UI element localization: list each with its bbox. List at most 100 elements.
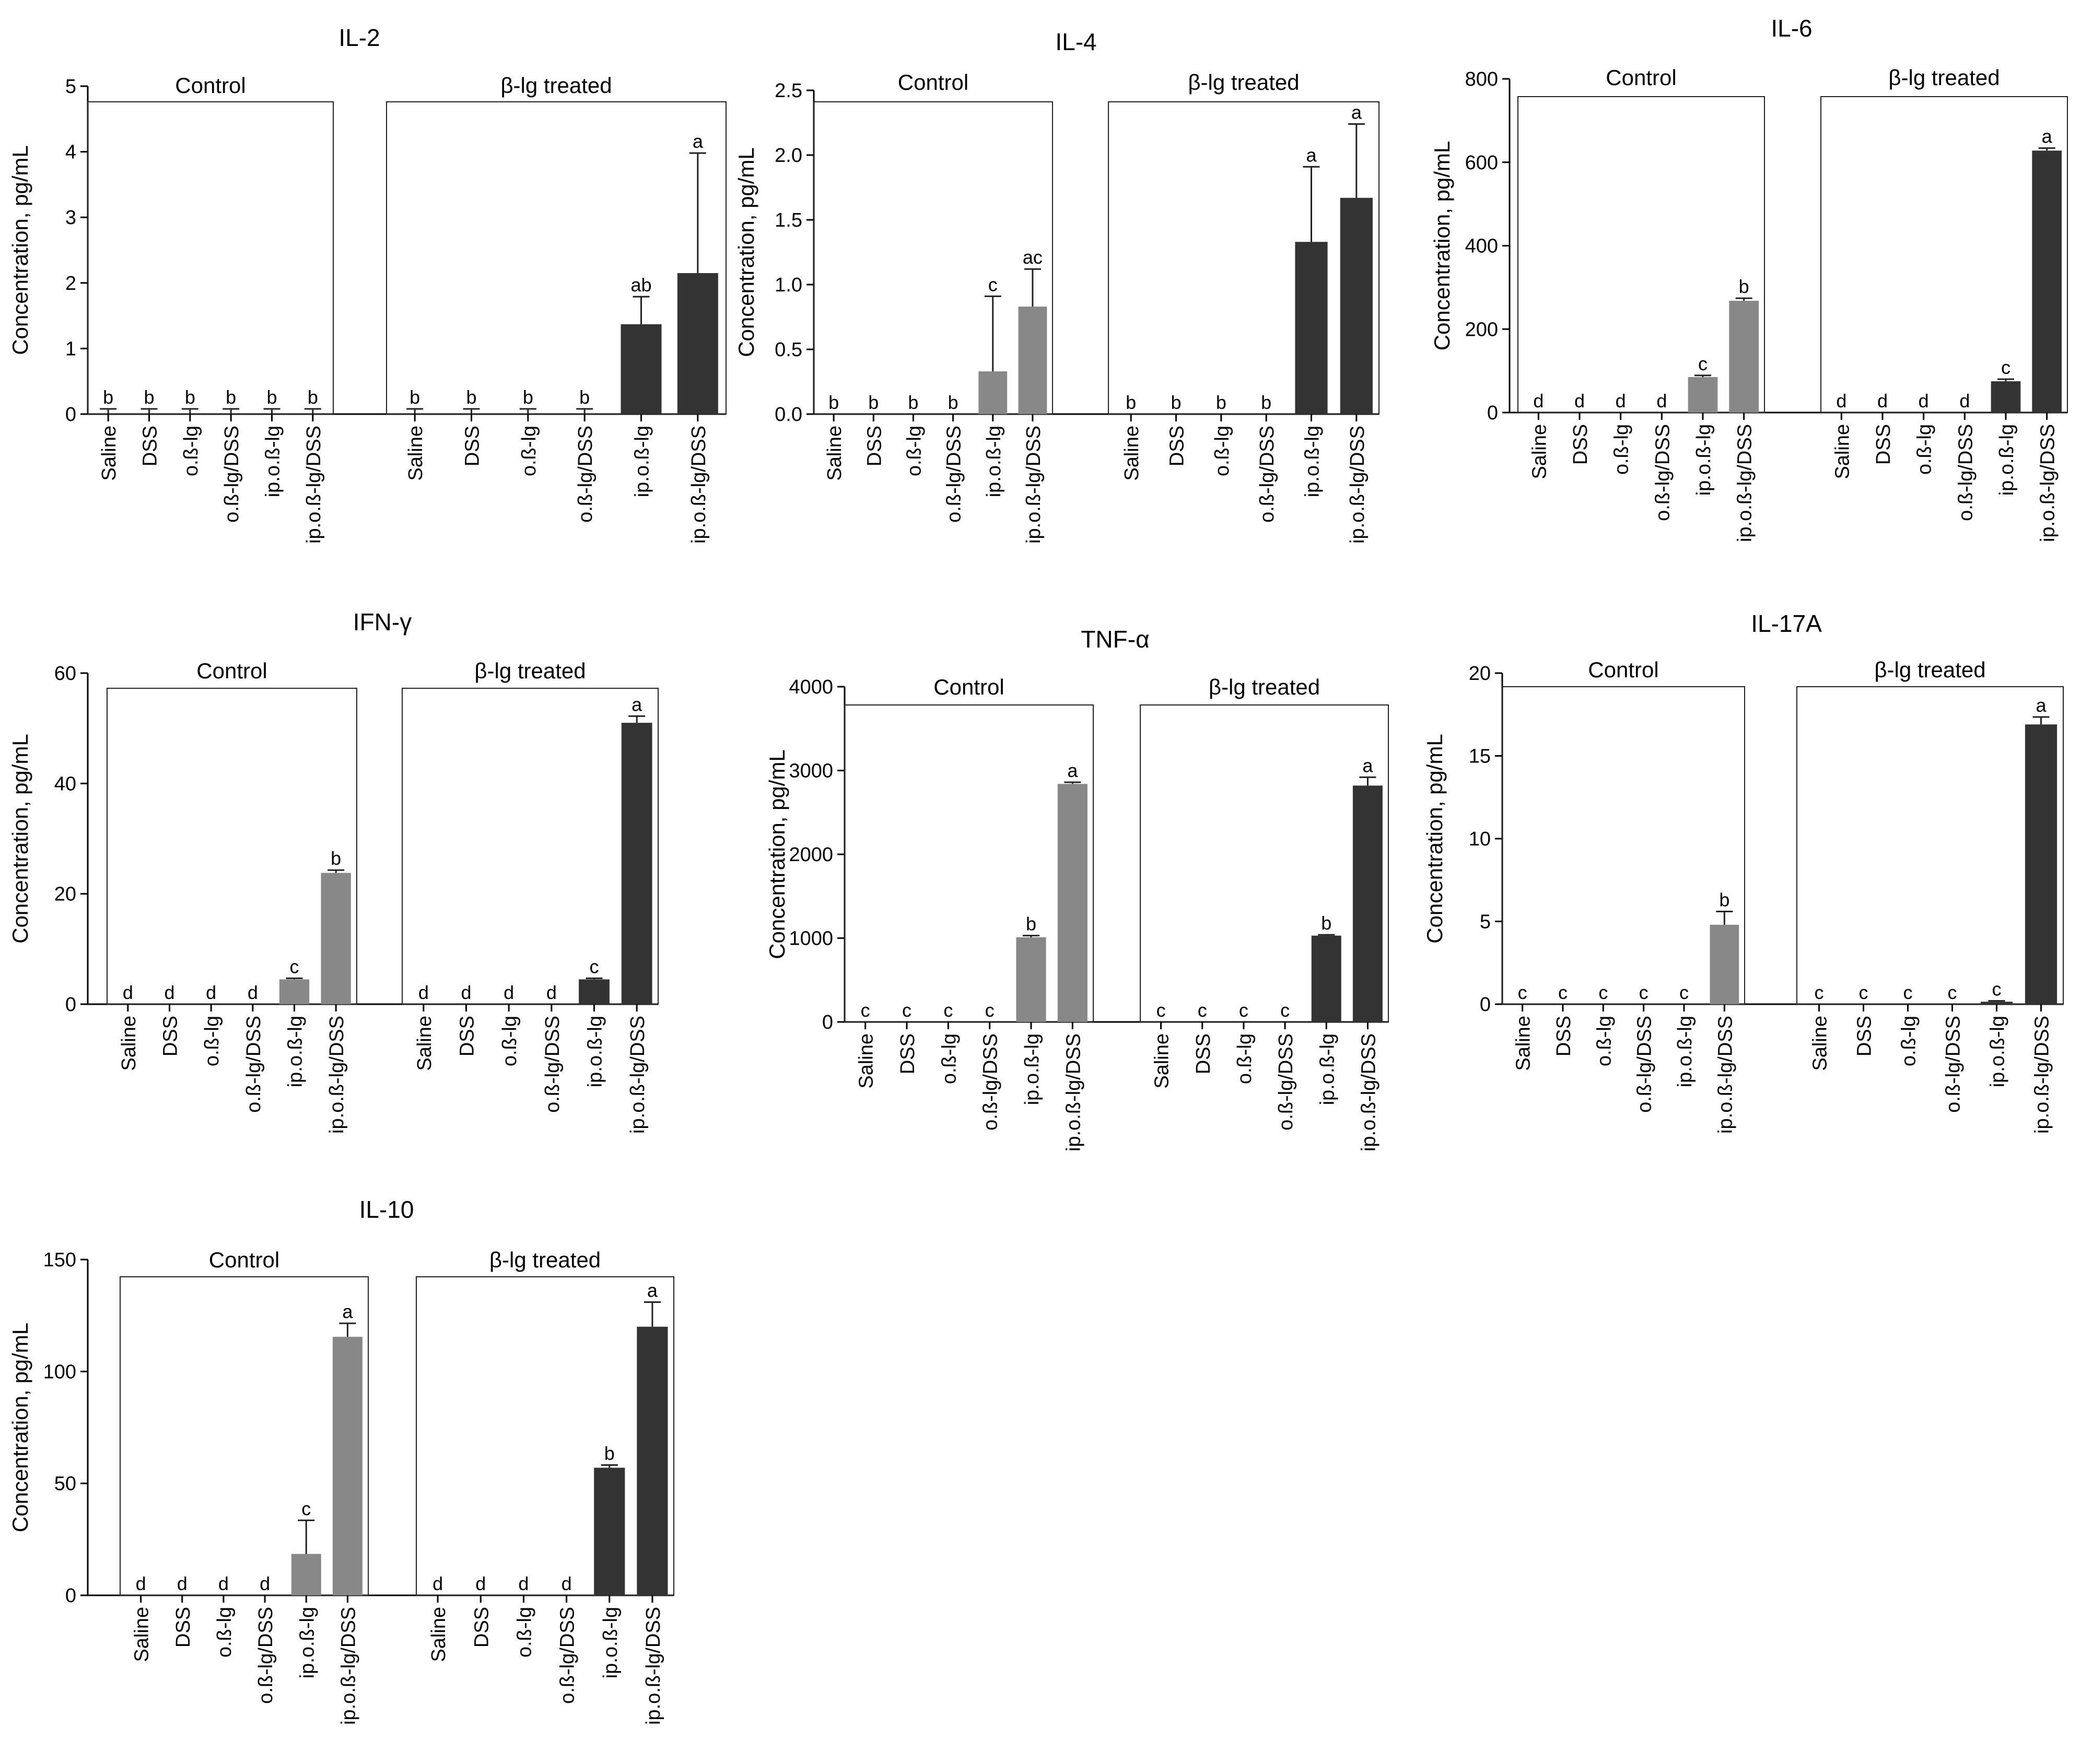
x-tick-label: o.ß-lg/DSS [1256,426,1278,523]
sig-letter: c [1679,982,1689,1003]
sig-letter: b [604,1443,615,1464]
sig-letter: b [144,386,154,408]
y-tick-label: 1.5 [775,209,802,231]
group-label-lg-treated: β-lg treated [474,658,586,683]
sig-letter: c [988,274,998,295]
x-tick-label: ip.o.ß-lg/DSS [1734,424,1756,542]
sig-letter: d [562,1573,572,1594]
sig-letter: a [647,1279,658,1301]
y-tick-label: 0 [822,1012,833,1033]
x-tick-label: DSS [172,1607,194,1648]
group-label-control: Control [933,675,1004,699]
x-tick-label: DSS [457,1016,478,1056]
x-tick-label: ip.o.ß-lg [285,1016,307,1087]
x-tick-label: Saline [1513,1016,1535,1071]
x-tick-label: o.ß-lg [1914,424,1936,475]
x-tick-label: DSS [462,426,484,466]
x-tick-label: ip.o.ß-lg [983,426,1005,497]
x-tick-label: ip.o.ß-lg [1987,1016,2009,1087]
sig-letter: a [1067,760,1078,781]
sig-letter: d [461,982,471,1003]
x-tick-label: o.ß-lg/DSS [221,426,243,523]
sig-letter: a [1362,755,1373,776]
x-tick-label: ip.o.ß-lg/DSS [1062,1033,1084,1151]
bar-control-ip-o-lg-dss [332,1336,363,1595]
x-tick-label: o.ß-lg [938,1033,960,1084]
group-label-control: Control [1588,657,1658,682]
y-tick-label: 60 [54,663,76,685]
group-label-control: Control [1606,65,1676,90]
y-tick-label: 1.0 [775,274,802,296]
sig-letter: c [1903,982,1913,1003]
bar-lg-treated-ip-o-lg-dss [621,723,652,1004]
sig-letter: b [1171,392,1181,413]
sig-letter: c [2001,357,2010,378]
y-tick-label: 2.0 [775,145,802,167]
group-frame-lg-treated [416,1276,674,1596]
sig-letter: b [948,392,958,413]
y-tick-label: 150 [43,1249,76,1271]
panel-il-2: IL-2 Concentration, pg/mL 0 1 2 3 4 5 Control b Sa… [8,24,727,544]
sig-letter: b [1719,889,1729,910]
bar-control-ip-o-lg-dss [1710,924,1739,1004]
x-tick-label: ip.o.ß-lg [1316,1033,1338,1105]
group-frame-control [107,688,357,1005]
x-tick-label: Saline [131,1607,153,1662]
sig-letter: b [1216,392,1226,413]
y-tick-label: 0 [65,1585,76,1607]
sig-letter: b [466,386,476,408]
x-tick-label: Saline [1528,424,1550,479]
sig-letter: b [868,392,879,413]
chart-title-ifn: IFN-γ [353,608,412,636]
sig-letter: b [410,386,420,408]
x-tick-label: ip.o.ß-lg/DSS [303,426,325,544]
sig-letter: b [908,392,918,413]
sig-letter: ab [630,274,651,296]
x-tick-label: ip.o.ß-lg [632,426,653,497]
sig-letter: c [1639,982,1649,1003]
sig-letter: d [1616,390,1626,411]
x-tick-label: ip.o.ß-lg [1674,1016,1696,1087]
sig-letter: d [1919,390,1929,411]
y-axis-label: Concentration, pg/mL [1430,141,1454,351]
y-tick-label: 2 [65,273,76,295]
sig-letter: b [226,386,236,408]
sig-letter: b [1126,392,1136,413]
x-tick-label: ip.o.ß-lg/DSS [627,1016,649,1134]
group-frame-lg-treated [1796,686,2064,1005]
y-tick-label: 4 [65,142,76,163]
sig-letter: b [1261,392,1271,413]
group-frame-lg-treated [1140,704,1389,1022]
sig-letter: b [579,386,590,408]
y-axis-label: Concentration, pg/mL [8,1323,32,1533]
sig-letter: c [1198,999,1207,1021]
x-tick-label: Saline [98,426,120,481]
x-tick-label: DSS [471,1607,493,1648]
sig-letter: d [1574,390,1585,411]
y-tick-label: 0 [65,994,76,1016]
bar-control-ip-o-lg [978,371,1008,414]
sig-letter: a [342,1301,353,1322]
x-tick-label: o.ß-lg [1611,424,1633,475]
sig-letter: d [432,1573,443,1594]
y-tick-label: 1 [65,338,76,360]
sig-letter: d [218,1573,229,1594]
bar-lg-treated-ip-o-lg-dss [677,273,718,414]
y-tick-label: 10 [1469,828,1491,850]
group-frame-lg-treated [1820,96,2068,413]
x-tick-label: o.ß-lg/DSS [243,1016,265,1113]
x-tick-label: ip.o.ß-lg [600,1607,622,1678]
x-tick-label: Saline [118,1016,140,1071]
x-tick-label: o.ß-lg [1593,1016,1615,1066]
sig-letter: c [290,956,299,977]
x-tick-label: ip.o.ß-lg [262,426,284,497]
sig-letter: b [1321,912,1331,934]
y-axis-label: Concentration, pg/mL [734,147,758,357]
x-tick-label: ip.o.ß-lg/DSS [326,1016,348,1134]
sig-letter: c [1698,353,1708,374]
sig-letter: d [1959,390,1970,411]
sig-letter: d [206,982,216,1003]
group-frame-control [1517,96,1765,413]
group-label-lg-treated: β-lg treated [1874,657,1985,682]
